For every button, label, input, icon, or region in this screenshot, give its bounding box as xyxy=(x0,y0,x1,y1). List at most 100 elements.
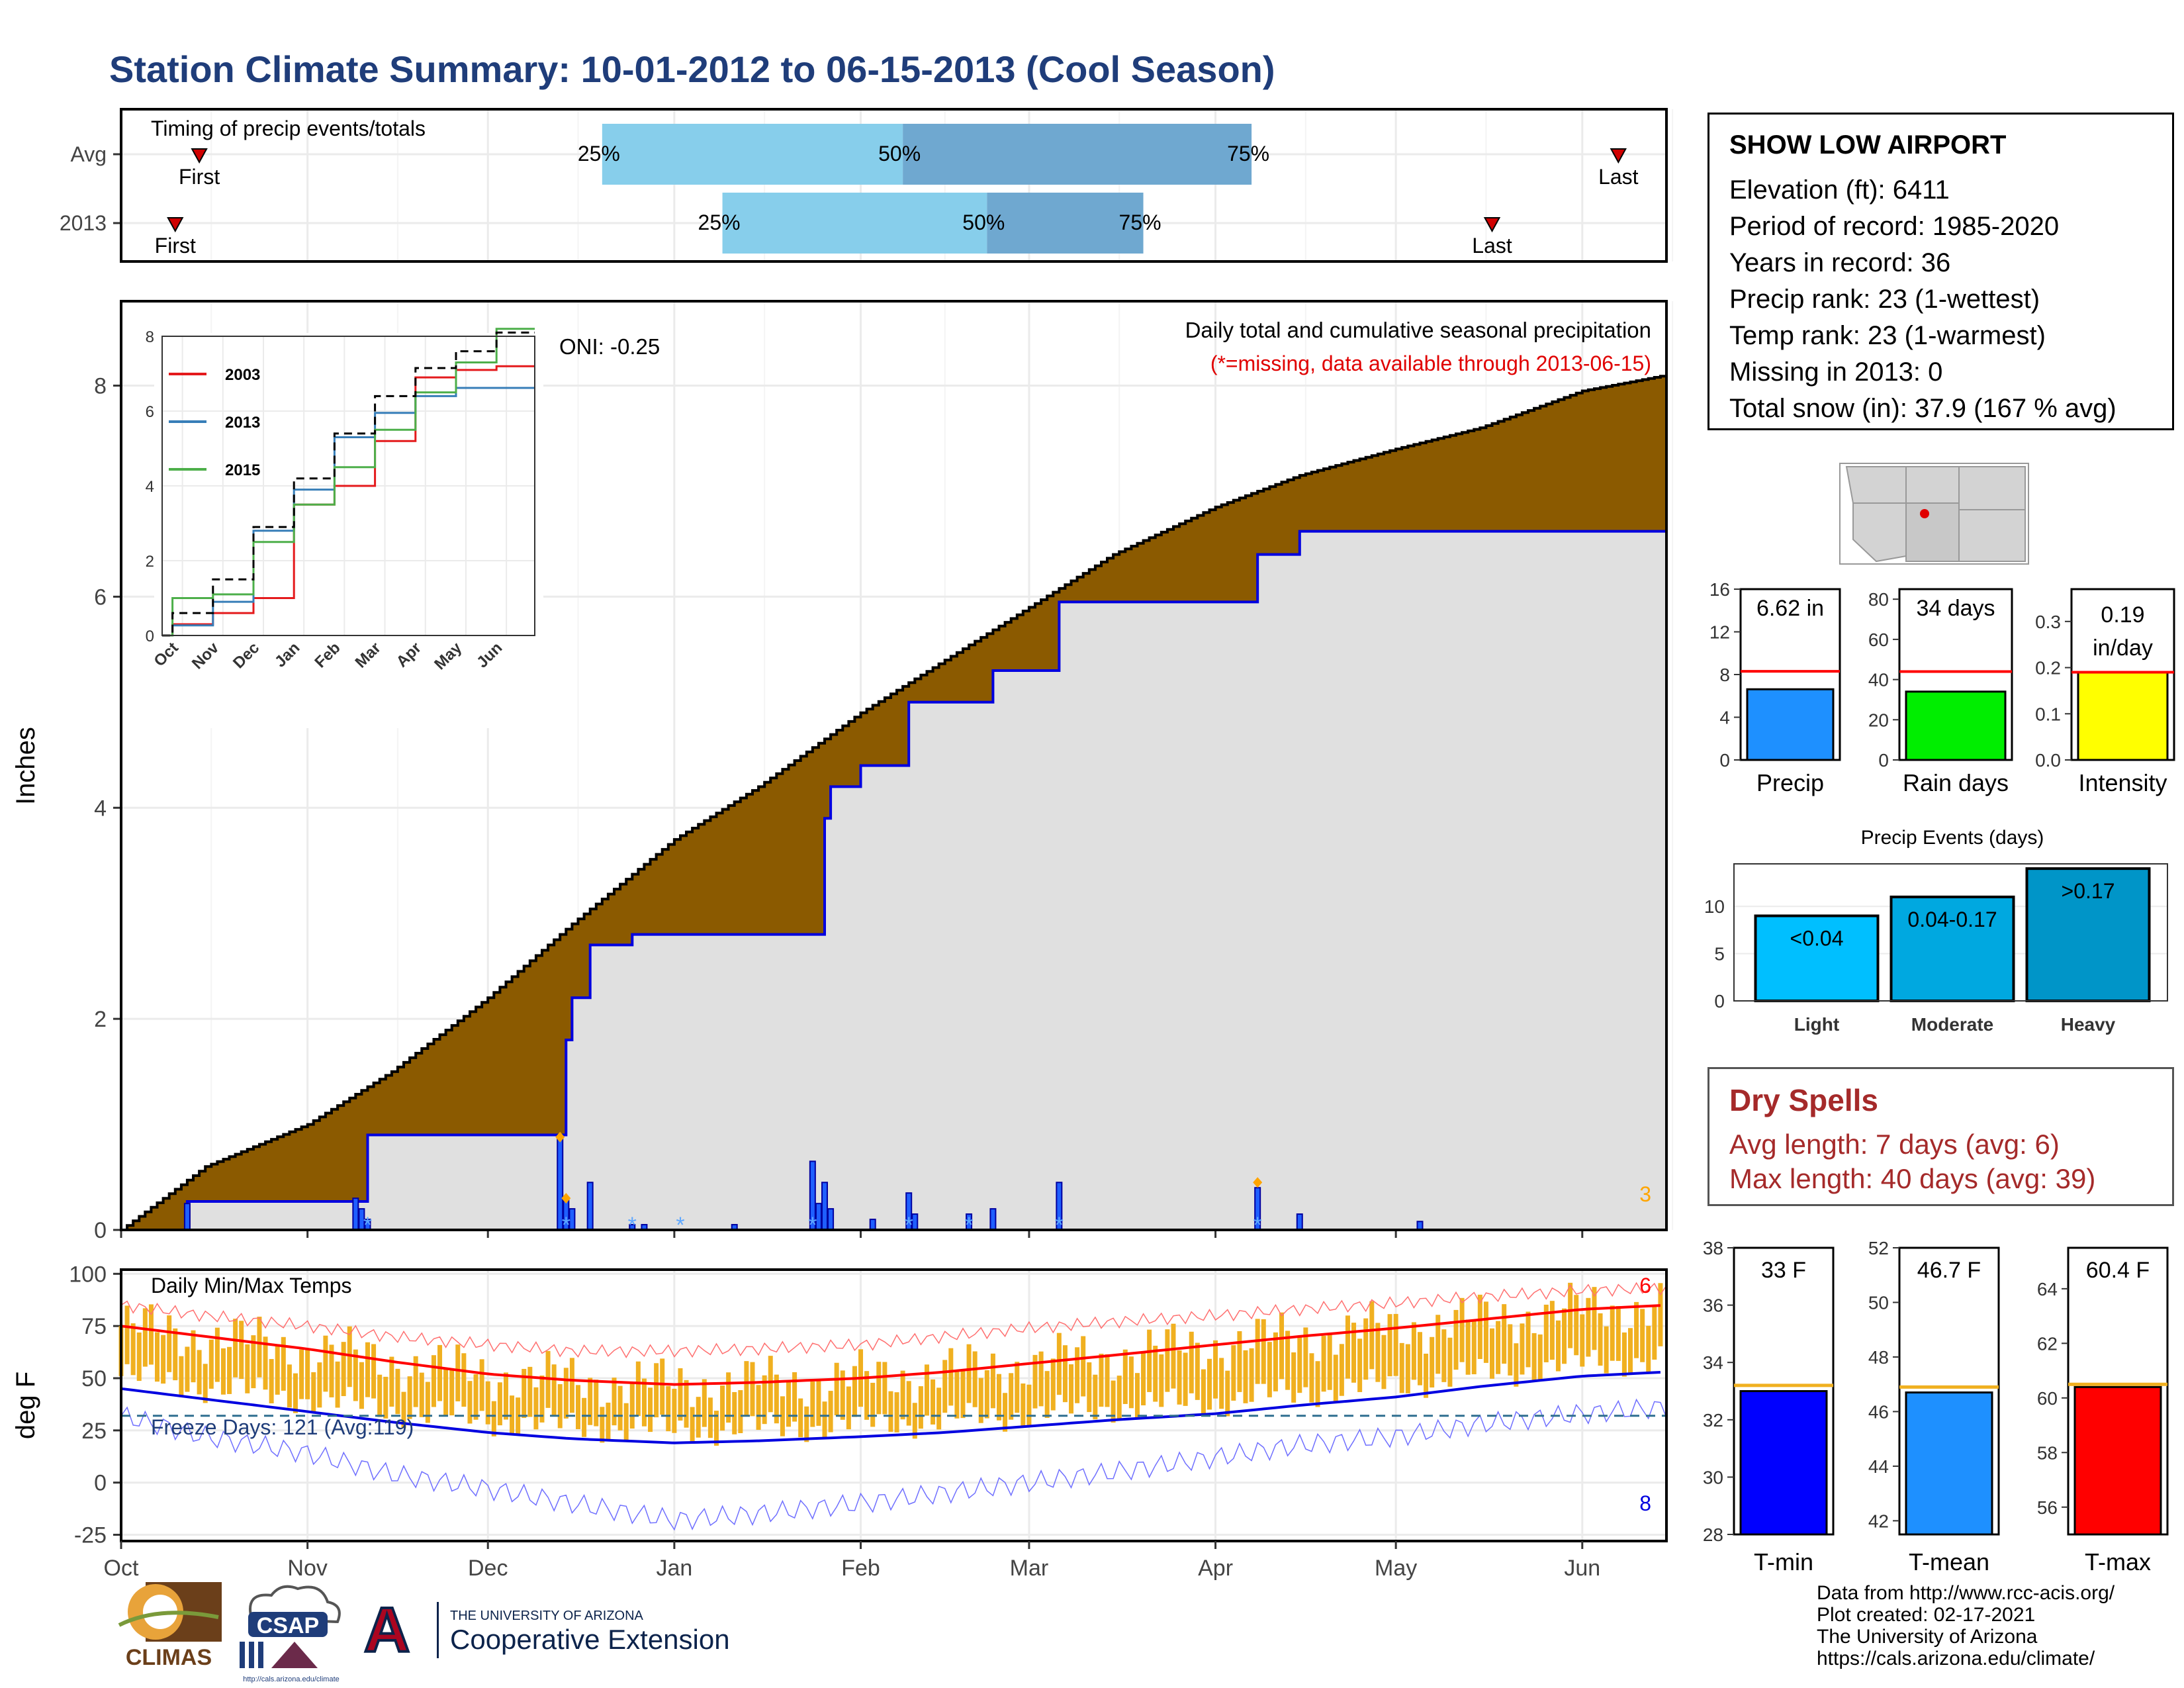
timing-row-label: 2013 xyxy=(60,211,107,235)
temp-bar-tick-label: 34 xyxy=(1703,1352,1723,1373)
timing-bar-25-50 xyxy=(602,124,903,185)
precip-daily-bar xyxy=(827,1208,835,1231)
temp-daily-range-bar xyxy=(1116,1376,1122,1420)
csap-bar xyxy=(249,1642,254,1668)
temp-daily-range-bar xyxy=(660,1358,665,1415)
temp-daily-range-bar xyxy=(702,1379,707,1427)
temp-daily-range-bar xyxy=(467,1381,473,1424)
temp-daily-range-bar xyxy=(551,1364,557,1417)
temp-plot-background xyxy=(121,1270,1666,1541)
ua-extension: Cooperative Extension xyxy=(450,1624,730,1655)
temp-daily-range-bar xyxy=(846,1386,851,1430)
temp-axis-tick-label: 75 xyxy=(81,1314,107,1339)
temp-daily-range-bar xyxy=(1189,1331,1194,1393)
precip-plot-border xyxy=(120,300,1668,1231)
temp-daily-range-bar xyxy=(479,1359,484,1411)
timing-label-25: 25% xyxy=(698,211,741,234)
station-temp-rank: Temp rank: 23 (1-warmest) xyxy=(1729,321,2046,350)
temp-daily-range-bar xyxy=(1134,1373,1140,1419)
temp-daily-range-bar xyxy=(1237,1331,1242,1392)
month-tick-label: Dec xyxy=(468,1556,508,1581)
footer-credits: Data from http://www.rcc-acis.org/ Plot … xyxy=(1817,1582,2115,1669)
temp-daily-range-bar xyxy=(1424,1353,1429,1398)
temp-daily-range-bar xyxy=(245,1344,250,1393)
events-category-label: Light xyxy=(1794,1014,1839,1035)
temp-daily-range-bar xyxy=(1122,1349,1128,1404)
temp-bar-tick-label: 32 xyxy=(1703,1410,1723,1430)
precip-panel-description: Daily total and cumulative seasonal prec… xyxy=(1185,318,1651,342)
temp-daily-range-bar xyxy=(1015,1362,1020,1413)
temp-daily-range-bar xyxy=(1038,1351,1044,1407)
temp-bar-tick-label: 28 xyxy=(1703,1524,1723,1545)
locator-map-state-arizona xyxy=(1905,502,1960,562)
station-snow: Total snow (in): 37.9 (167 % avg) xyxy=(1729,394,2116,423)
temp-daily-range-bar xyxy=(707,1397,713,1438)
climas-logo-text: CLIMAS xyxy=(126,1645,212,1670)
timing-first-marker xyxy=(191,148,208,164)
temp-daily-range-bar xyxy=(1249,1348,1254,1402)
temp-daily-range-bar xyxy=(437,1344,443,1401)
precip-axis-tick-label: 8 xyxy=(94,374,107,399)
temp-avg-max-line xyxy=(120,1304,1661,1386)
mini-chart-tick-label: 0 xyxy=(1719,750,1730,771)
temp-daily-range-bar xyxy=(557,1383,563,1429)
temp-daily-range-bar xyxy=(1159,1354,1164,1407)
temp-daily-range-bar xyxy=(401,1391,406,1429)
temp-daily-range-bar xyxy=(1183,1352,1188,1406)
precip-snow-marker: * xyxy=(676,1213,684,1238)
temp-daily-range-bar xyxy=(1206,1358,1212,1410)
precip-daily-bar xyxy=(183,1203,191,1231)
precip-daily-bar xyxy=(989,1208,997,1231)
temp-daily-range-bar xyxy=(744,1361,749,1416)
temp-daily-range-bar xyxy=(1381,1335,1387,1389)
temp-daily-range-bar xyxy=(894,1392,899,1432)
temp-plot-border xyxy=(120,1268,1668,1542)
temp-daily-range-bar xyxy=(522,1368,527,1419)
temp-daily-range-bar xyxy=(383,1376,388,1419)
temp-daily-range-bar xyxy=(1267,1342,1272,1397)
temp-daily-range-bar xyxy=(1075,1347,1080,1403)
locator-map-state xyxy=(1905,466,1960,504)
temp-daily-range-bar xyxy=(1393,1313,1398,1376)
inset-legend-label: 2003 xyxy=(225,366,260,384)
timing-plot-border xyxy=(120,108,1668,263)
temp-bar-label: T-mean xyxy=(1909,1548,1989,1575)
temp-daily-range-bar xyxy=(1105,1354,1110,1407)
ua-name: THE UNIVERSITY OF ARIZONA xyxy=(450,1609,644,1623)
temp-daily-range-bar xyxy=(828,1391,833,1432)
events-tick-label: 0 xyxy=(1714,991,1725,1011)
mini-chart-tick-label: 12 xyxy=(1709,622,1730,643)
temp-daily-range-bar xyxy=(329,1344,334,1397)
temp-daily-range-bar xyxy=(1032,1354,1038,1409)
temp-bar-tick-label: 52 xyxy=(1868,1238,1889,1258)
temp-daily-range-bar xyxy=(966,1344,972,1403)
temp-daily-range-bar xyxy=(305,1349,310,1399)
temp-daily-range-bar xyxy=(1285,1331,1291,1390)
temp-daily-range-bar xyxy=(473,1374,478,1420)
temp-daily-range-bar xyxy=(1225,1370,1230,1417)
temp-daily-range-bar xyxy=(1580,1314,1585,1367)
temp-daily-range-bar xyxy=(912,1403,917,1439)
temp-daily-range-bar xyxy=(1430,1336,1435,1388)
timing-last-marker xyxy=(1610,148,1627,164)
timing-label-50: 50% xyxy=(878,142,921,165)
timing-first-label: First xyxy=(179,165,220,189)
precip-snow-marker: * xyxy=(628,1213,637,1238)
temp-daily-range-bar xyxy=(491,1401,496,1436)
temp-daily-range-bar xyxy=(1297,1336,1302,1393)
temp-daily-range-bar xyxy=(1044,1371,1050,1418)
temp-daily-range-bar xyxy=(1514,1343,1519,1387)
temp-daily-range-bar xyxy=(1399,1342,1404,1393)
temp-daily-range-bar xyxy=(461,1353,467,1407)
temp-daily-range-bar xyxy=(1147,1329,1152,1392)
temp-daily-range-bar xyxy=(485,1381,490,1425)
temp-daily-range-bar xyxy=(678,1368,683,1421)
precip-axis-tick-label: 4 xyxy=(94,796,107,821)
csap-url: http://cals.arizona.edu/climate xyxy=(243,1675,340,1683)
temp-daily-range-bar xyxy=(227,1346,232,1394)
temp-bar-label: T-min xyxy=(1754,1548,1813,1575)
temp-daily-range-bar xyxy=(1508,1324,1513,1376)
temp-daily-range-bar xyxy=(1615,1306,1621,1361)
temp-daily-range-bar xyxy=(1231,1345,1236,1401)
station-name: SHOW LOW AIRPORT xyxy=(1729,130,2007,160)
